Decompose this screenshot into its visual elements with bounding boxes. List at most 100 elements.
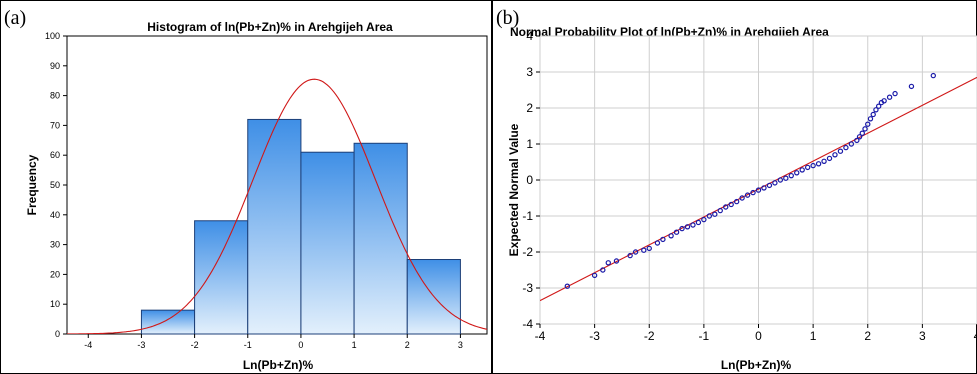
probability-x-ticks: -4 -3 -2 -1 0 1 2 3 4 bbox=[535, 324, 977, 343]
y-tick-label: 100 bbox=[45, 31, 60, 41]
data-point bbox=[701, 216, 707, 223]
y-tick-label: -2 bbox=[522, 245, 533, 259]
probability-grid bbox=[539, 35, 977, 325]
data-point bbox=[646, 245, 652, 252]
data-point bbox=[613, 258, 620, 264]
y-tick-label: 90 bbox=[50, 61, 60, 71]
x-tick-label: 1 bbox=[810, 329, 817, 343]
probability-points bbox=[564, 72, 937, 289]
x-tick-label: -4 bbox=[84, 340, 92, 350]
histogram-x-ticks: -4 -3 -2 -1 0 1 2 3 bbox=[84, 334, 463, 350]
data-point bbox=[632, 249, 639, 255]
data-point bbox=[848, 141, 855, 147]
histogram-bar bbox=[353, 142, 408, 335]
x-tick-label: -1 bbox=[244, 340, 252, 350]
y-tick-label: 2 bbox=[526, 101, 533, 115]
data-point bbox=[799, 167, 805, 173]
x-tick-label: -2 bbox=[191, 340, 199, 350]
data-point bbox=[856, 134, 863, 140]
x-tick-label: -2 bbox=[644, 329, 655, 343]
histogram-x-label: Ln(Pb+Zn)% bbox=[243, 358, 314, 372]
x-tick-label: -3 bbox=[589, 329, 600, 343]
probability-panel: (b) Normal Probability Plot of ln(Pb+Zn)… bbox=[496, 7, 977, 372]
y-tick-label: 20 bbox=[50, 269, 60, 279]
histogram-bar bbox=[300, 151, 355, 335]
probability-x-label: Ln(Pb+Zn)% bbox=[721, 358, 792, 372]
data-point bbox=[892, 90, 898, 97]
data-point bbox=[810, 162, 816, 169]
x-tick-label: 2 bbox=[864, 329, 871, 343]
y-tick-label: 40 bbox=[50, 210, 60, 220]
data-point bbox=[788, 172, 794, 179]
x-tick-label: 1 bbox=[352, 340, 357, 350]
data-point bbox=[600, 267, 606, 273]
data-point bbox=[673, 229, 680, 235]
data-point bbox=[794, 170, 800, 176]
x-tick-label: 3 bbox=[919, 329, 926, 343]
data-point bbox=[750, 189, 756, 196]
data-point bbox=[854, 137, 860, 144]
x-tick-label: 0 bbox=[298, 340, 303, 350]
x-tick-label: 0 bbox=[755, 329, 762, 343]
x-tick-label: -4 bbox=[535, 329, 546, 343]
data-point bbox=[881, 98, 887, 104]
data-point bbox=[821, 158, 827, 164]
data-point bbox=[723, 204, 729, 210]
data-point bbox=[761, 185, 767, 191]
data-point bbox=[783, 175, 789, 181]
data-point bbox=[744, 192, 751, 198]
x-tick-label: 4 bbox=[974, 329, 977, 343]
histogram-y-label: Frequency bbox=[25, 154, 39, 215]
data-point bbox=[908, 83, 915, 90]
data-point bbox=[867, 116, 874, 122]
histogram-panel: (a) Histogram of ln(Pb+Zn)% in Arehgijeh… bbox=[4, 7, 488, 372]
reference-line bbox=[540, 76, 977, 302]
data-point bbox=[873, 107, 879, 113]
data-point bbox=[591, 272, 598, 279]
data-point bbox=[605, 260, 611, 266]
histogram-bar bbox=[247, 118, 302, 335]
data-point bbox=[684, 224, 691, 230]
normal-curve bbox=[67, 78, 487, 334]
data-point bbox=[804, 164, 811, 171]
y-tick-label: 50 bbox=[50, 180, 60, 190]
x-tick-label: 3 bbox=[458, 340, 463, 350]
histogram-title: Histogram of ln(Pb+Zn)% in Arehgijeh Are… bbox=[147, 20, 393, 34]
data-point bbox=[815, 161, 822, 167]
reference-line-group bbox=[540, 76, 977, 302]
y-tick-label: -3 bbox=[522, 281, 533, 295]
y-tick-label: 3 bbox=[526, 65, 533, 79]
x-tick-label: -1 bbox=[699, 329, 710, 343]
data-point bbox=[859, 130, 865, 136]
data-point bbox=[843, 144, 849, 151]
data-point bbox=[654, 240, 661, 246]
data-point bbox=[766, 182, 773, 189]
y-tick-label: 4 bbox=[526, 29, 533, 43]
data-point bbox=[826, 155, 833, 162]
histogram-y-ticks: 0 10 20 30 40 50 60 70 80 90 100 bbox=[45, 31, 67, 339]
y-tick-label: 0 bbox=[55, 329, 60, 339]
data-point bbox=[728, 201, 734, 208]
data-point bbox=[865, 121, 871, 127]
data-point bbox=[690, 222, 696, 228]
data-point bbox=[772, 180, 778, 186]
y-tick-label: 30 bbox=[50, 240, 60, 250]
data-point bbox=[706, 213, 713, 219]
data-point bbox=[930, 72, 937, 79]
probability-y-ticks: -4 -3 -2 -1 0 1 2 3 4 bbox=[522, 29, 540, 331]
data-point bbox=[564, 283, 571, 289]
data-point bbox=[832, 152, 838, 158]
data-point bbox=[886, 94, 893, 100]
data-point bbox=[755, 187, 762, 193]
y-tick-label: 1 bbox=[526, 137, 533, 151]
panel-b-tag: (b) bbox=[496, 7, 519, 29]
y-tick-label: 10 bbox=[50, 299, 60, 309]
y-tick-label: 0 bbox=[526, 173, 533, 187]
data-point bbox=[695, 219, 702, 226]
data-point bbox=[733, 198, 740, 205]
data-point bbox=[875, 103, 882, 109]
histogram-bar bbox=[140, 309, 196, 335]
histogram-bar bbox=[194, 220, 249, 335]
y-tick-label: -1 bbox=[522, 209, 533, 223]
